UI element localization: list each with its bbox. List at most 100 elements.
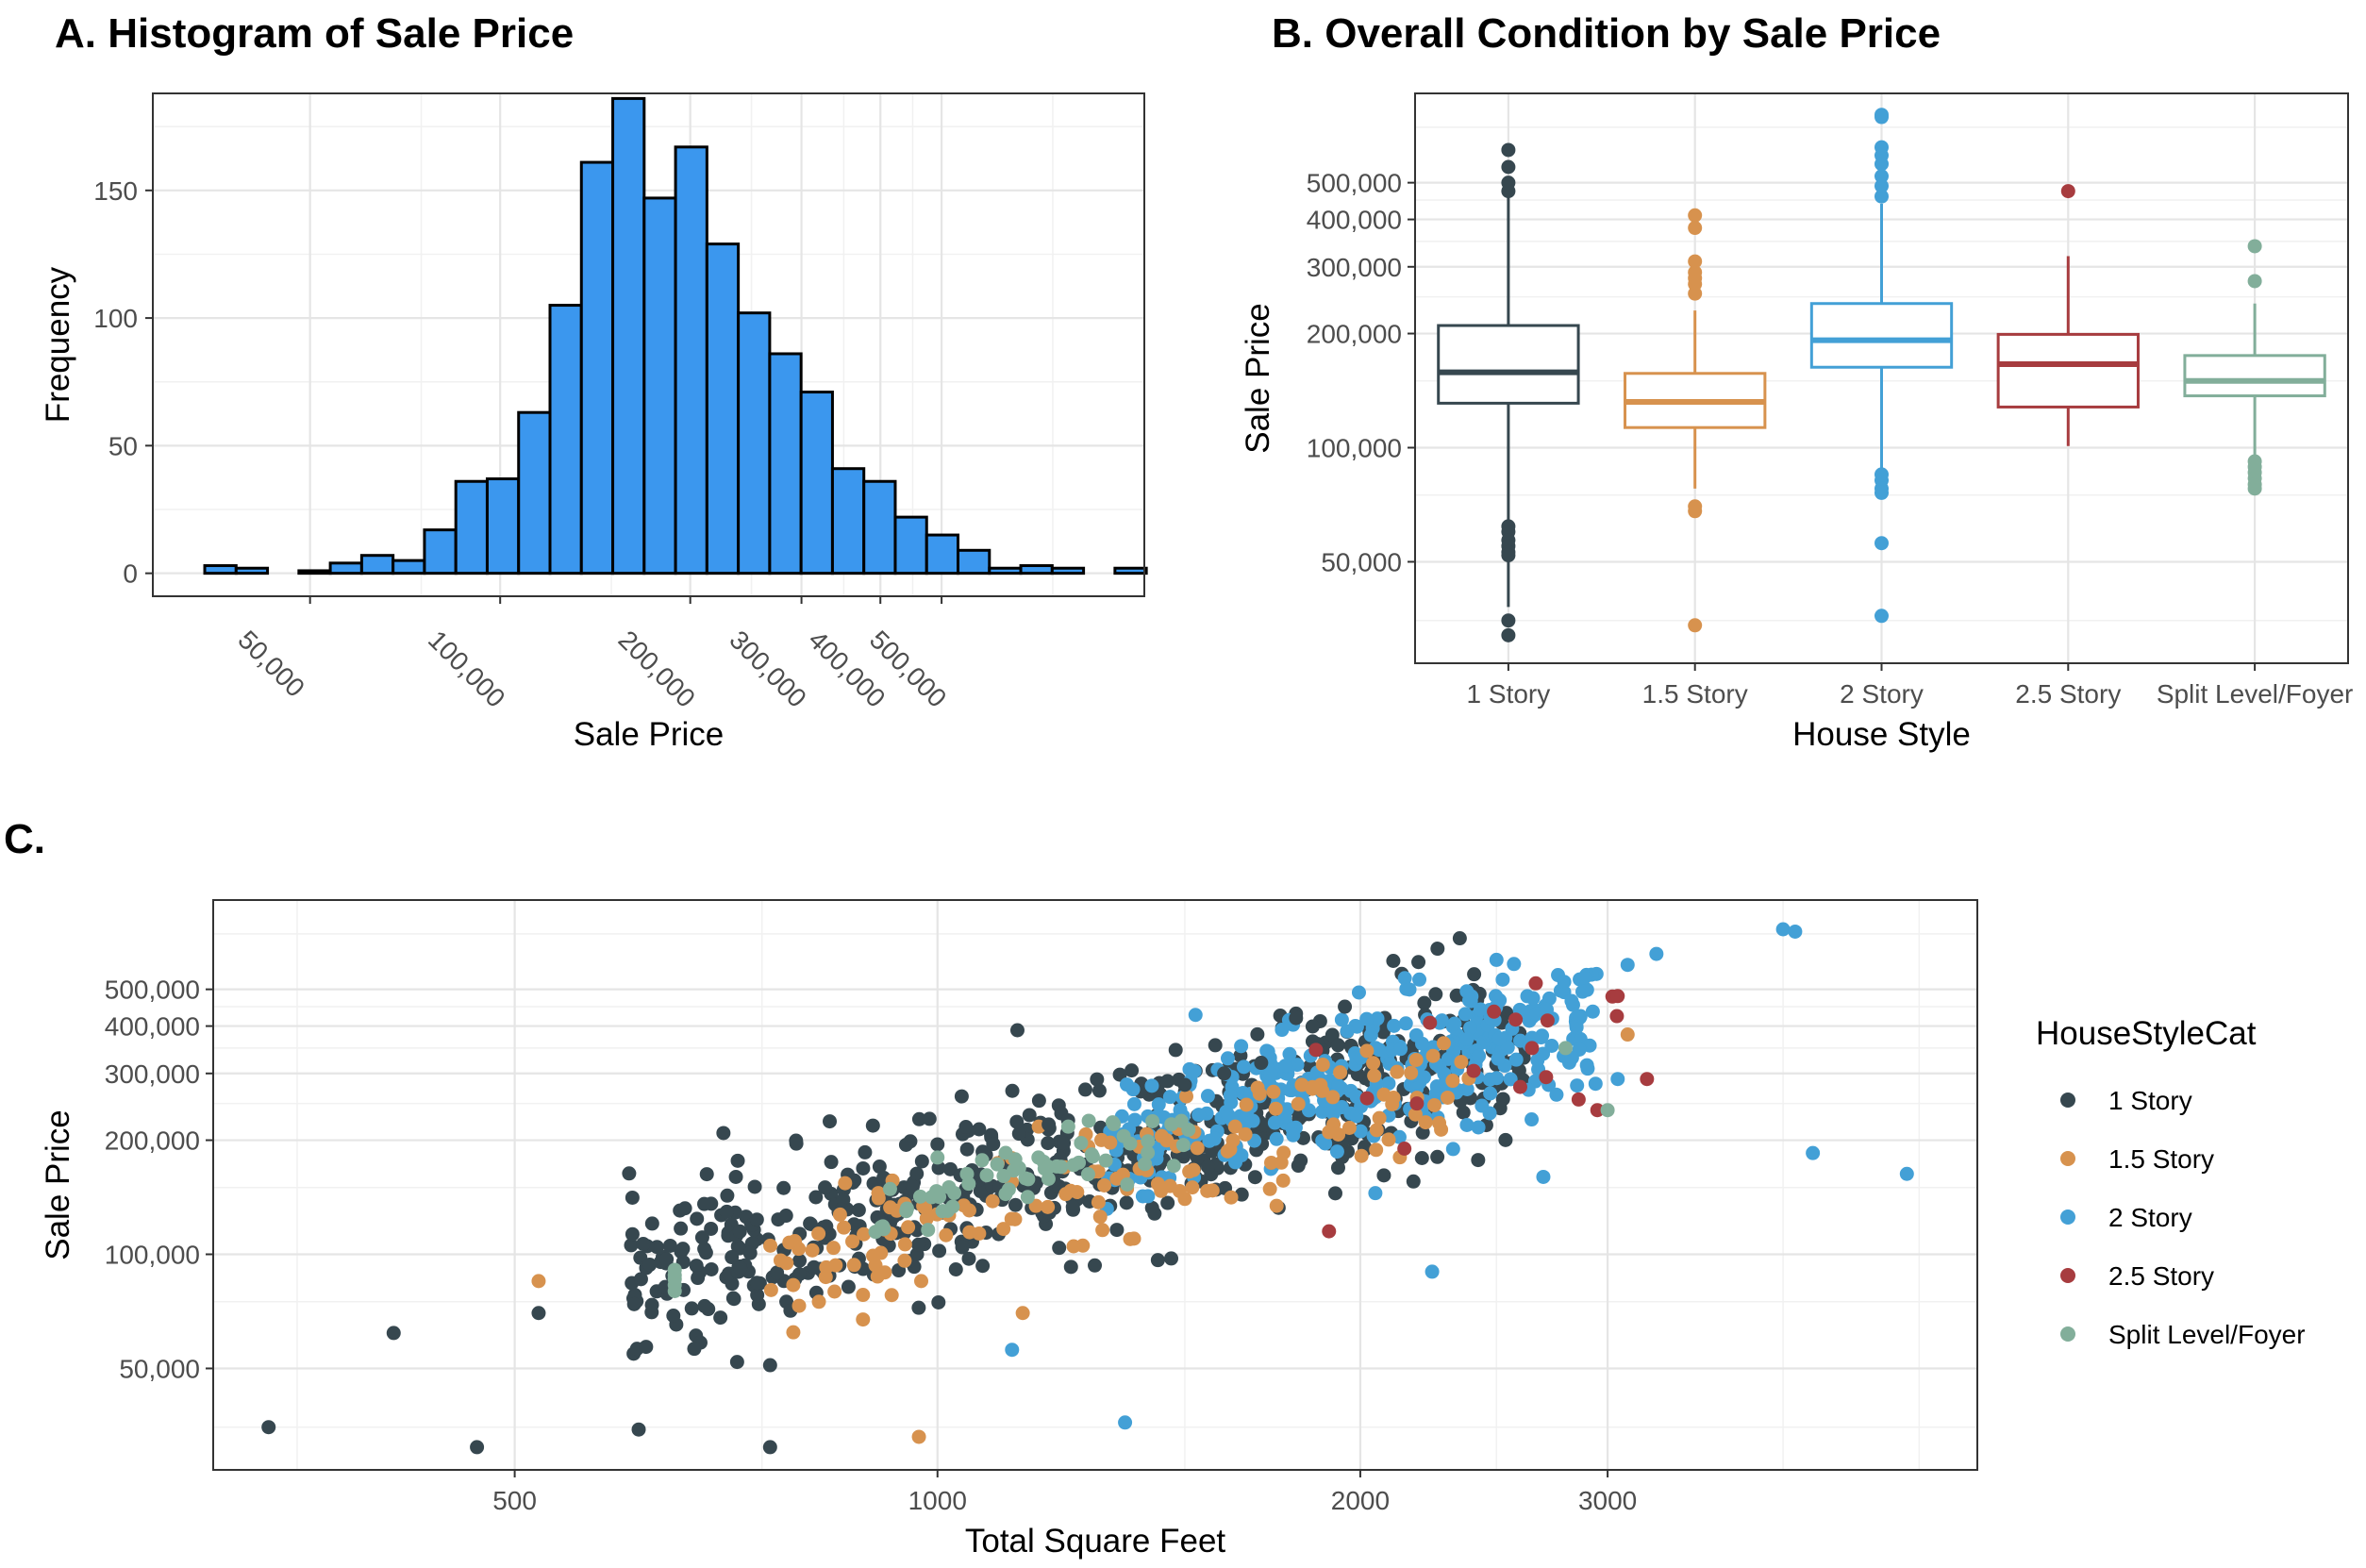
scatter-point [832,1207,847,1222]
scatter-point [1200,1089,1215,1104]
scatter-point [1381,1132,1396,1147]
scatter-point [1331,1078,1346,1093]
scatter-point [1278,1059,1293,1074]
scatter-point [1105,1115,1120,1130]
scatter-point [856,1288,871,1303]
scatter-point [625,1226,640,1242]
scatter-point [687,1342,702,1357]
scatter-point [1011,1126,1026,1142]
scatter-point [782,1235,797,1250]
scatter-point [818,1180,833,1195]
scatter-point [1387,1018,1402,1033]
scatter-point [1220,1051,1235,1066]
scatter-point [1353,1124,1368,1139]
scatter-point [1175,1138,1191,1153]
scatter-point [1031,1093,1046,1109]
scatter-point [1483,1086,1498,1101]
scatter-point [1162,1090,1177,1105]
scatter-point [1579,982,1594,997]
outlier-point [1688,208,1703,223]
boxplot-split-level-foyer [2183,239,2326,496]
scatter-legend: HouseStyleCat 1 Story 1.5 Story 2 Story 2.5 … [2036,1015,2306,1349]
histogram-bar [203,564,238,575]
scatter-point [931,1160,946,1176]
scatter-point [725,1250,740,1265]
scatter-point [733,1260,748,1276]
histogram-bar [423,528,458,575]
scatter-point [945,1199,960,1214]
y-tick-label: 400,000 [1307,206,1402,235]
scatter-point [811,1226,826,1242]
scatter-point [1322,1224,1337,1239]
scatter-point [1305,1081,1320,1096]
scatter-point [975,1153,990,1168]
scatter-point [1125,1082,1141,1097]
outlier-point [1688,265,1703,280]
scatter-point [625,1190,640,1205]
scatter-point [851,1203,866,1218]
y-tick-label: 500,000 [1307,169,1402,198]
scatter-point [1223,1088,1238,1103]
histogram-bar [925,533,960,575]
scatter-point [1564,993,1579,1009]
scatter-point [261,1420,276,1435]
scatter-point [932,1243,947,1259]
scatter-point [1177,1192,1192,1207]
scatter-point [1250,1026,1265,1042]
scatter-point [1109,1223,1125,1238]
scatter-point [762,1440,777,1455]
histogram-frame [152,92,1145,597]
scatter-point [732,1224,747,1239]
scatter-point [921,1223,936,1238]
scatter-point [1077,1082,1092,1097]
scatter-point [642,1258,658,1273]
scatter-point [985,1193,1000,1209]
scatter-point [1428,987,1443,1002]
scatter-point [856,1160,871,1176]
scatter-point [930,1137,945,1152]
scatter-point [1375,1025,1391,1040]
scatter-point [633,1272,648,1287]
scatter-point [684,1301,699,1316]
histogram-bar [988,566,1023,575]
scatter-point [1188,1008,1203,1023]
scatter-point [1459,1117,1475,1132]
scatter-point [1495,972,1510,987]
scatter-point [1330,1038,1345,1053]
y-axis-title: Sale Price [1240,303,1276,454]
scatter-point [1263,1066,1278,1081]
scatter-point [1775,922,1791,937]
scatter-point [1381,1076,1396,1091]
scatter-point [1008,1197,1023,1212]
scatter-point [858,1144,873,1159]
scatter-point [789,1133,804,1148]
scatter-point [1530,1053,1545,1068]
scatter-point [1327,1186,1342,1201]
scatter-point [1406,1174,1421,1189]
outlier-point [1688,254,1703,269]
scatter-point [959,1142,975,1157]
scatter-point [1179,1089,1194,1104]
outlier-point [1874,189,1889,204]
scatter-point [1141,1134,1156,1149]
scatter-point [691,1271,706,1286]
scatter-point [1473,1002,1488,1017]
scatter-point [1009,1114,1025,1129]
outlier-point [1688,221,1703,236]
scatter-point [1434,1013,1449,1028]
scatter-point [1620,1027,1635,1043]
scatter-point [1430,942,1445,957]
legend-item: Split Level/Foyer [2060,1320,2306,1349]
scatter-point [697,1242,712,1257]
scatter-point [674,1221,689,1236]
scatter-point [1409,1096,1425,1111]
scatter-point [1286,1127,1301,1143]
scatter-point [1369,1143,1384,1158]
scatter-point [1264,1155,1279,1170]
scatter-point [1185,1180,1200,1195]
scatter-point [1305,1019,1320,1034]
scatter-point [1021,1172,1036,1187]
scatter-point [1577,970,1592,985]
scatter-point [1573,1009,1588,1024]
scatter-point [1334,1012,1349,1027]
